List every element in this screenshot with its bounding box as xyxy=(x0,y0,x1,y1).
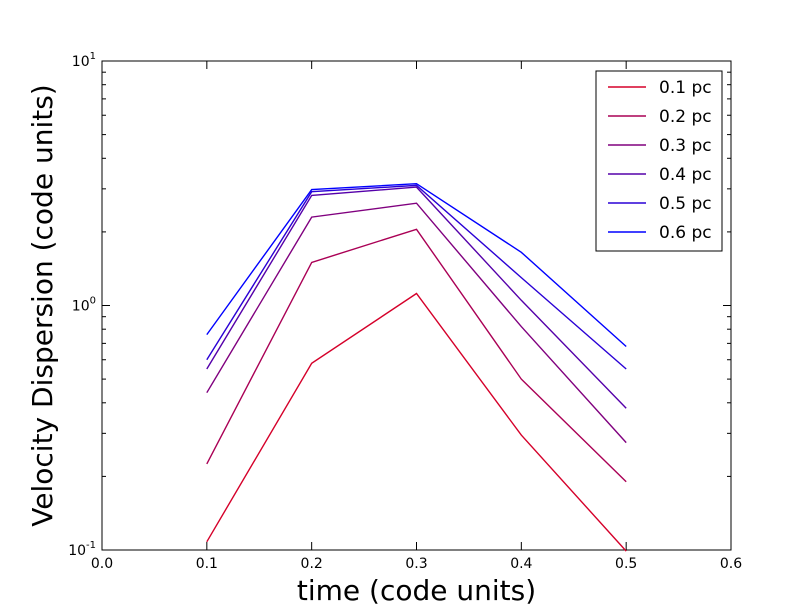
legend-label: 0.3 pc xyxy=(659,136,712,156)
series-line-3 xyxy=(206,202,627,444)
y-axis-ticks: 10-1 100 101 xyxy=(68,51,731,559)
y-axis-label: Velocity Dispersion (code units) xyxy=(26,84,59,526)
series-line-4 xyxy=(206,186,627,409)
x-axis-label: time (code units) xyxy=(297,574,536,607)
series-lines xyxy=(206,182,627,552)
series-line-5 xyxy=(206,184,627,370)
y-tick-label: 101 xyxy=(72,51,96,70)
x-tick-label: 0.3 xyxy=(405,556,427,572)
series-line-6 xyxy=(206,182,627,348)
legend-label: 0.2 pc xyxy=(659,107,712,127)
x-tick-label: 0.4 xyxy=(510,556,532,572)
legend-label: 0.5 pc xyxy=(659,194,712,214)
series-line-2 xyxy=(206,228,627,483)
legend-label: 0.4 pc xyxy=(659,165,712,185)
x-tick-label: 0.2 xyxy=(301,556,323,572)
legend-box xyxy=(595,70,723,252)
series-line-1 xyxy=(206,292,627,552)
x-tick-label: 0.5 xyxy=(615,556,637,572)
x-tick-label: 0.1 xyxy=(196,556,218,572)
x-axis-ticks: 0.0 0.1 0.2 0.3 0.4 0.5 0.6 xyxy=(91,61,742,572)
x-tick-label: 0.0 xyxy=(91,556,113,572)
legend-label: 0.1 pc xyxy=(659,78,712,98)
legend-label: 0.6 pc xyxy=(659,223,712,243)
y-tick-label: 100 xyxy=(72,296,96,315)
legend: 0.1 pc 0.2 pc 0.3 pc 0.4 pc 0.5 pc 0.6 pc xyxy=(595,70,723,252)
x-tick-label: 0.6 xyxy=(720,556,742,572)
y-tick-label: 10-1 xyxy=(68,540,96,559)
